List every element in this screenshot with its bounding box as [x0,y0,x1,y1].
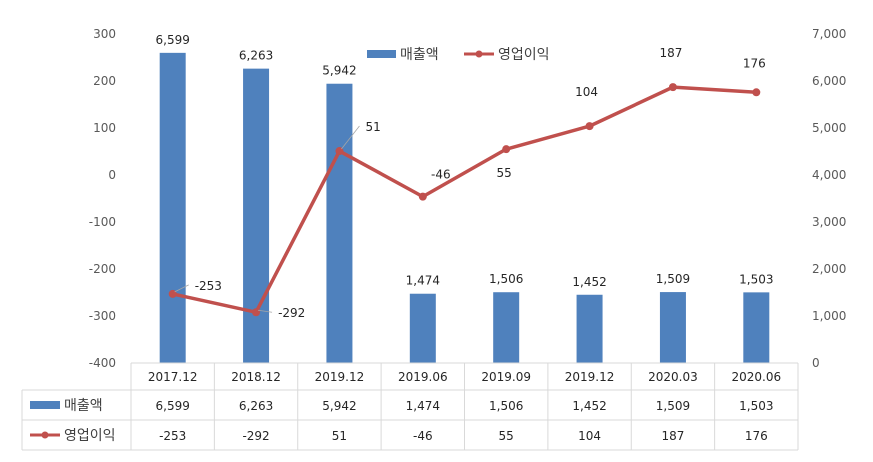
bar-series [159,52,770,364]
line-data-label: 176 [743,56,766,70]
bar [493,292,520,363]
bar-data-label: 6,599 [156,33,190,47]
bar [576,294,603,363]
left-tick-label: 200 [93,74,116,88]
bar-data-label: 1,452 [572,275,606,289]
line-path [172,85,757,314]
right-tick-label: 5,000 [812,121,846,135]
category-label: 2020.03 [648,370,698,384]
table-bar-value: 6,263 [239,399,273,413]
category-label: 2019.09 [481,370,531,384]
table-line-value: -292 [242,429,269,443]
table-bar-value: 5,942 [322,399,356,413]
bar [243,68,270,363]
right-tick-label: 1,000 [812,309,846,323]
right-axis: 7,000 6,000 5,000 4,000 3,000 2,000 1,000 0 [812,27,846,370]
category-label: 2017.12 [148,370,198,384]
legend-swatch-bar [367,50,396,58]
table-row-label-bar: 매출액 [64,398,103,414]
right-tick-label: 7,000 [812,27,846,41]
table-bar-value: 1,452 [572,399,606,413]
line-data-label: 51 [365,120,380,134]
table-line-value: 51 [332,429,347,443]
data-table: 2017.12 2018.12 2019.12 2019.06 2019.09 2019.… [21,362,799,451]
right-tick-label: 2,000 [812,262,846,276]
left-tick-label: -400 [89,356,116,370]
bar [743,292,770,363]
left-tick-label: -100 [89,215,116,229]
bar [409,293,436,363]
bar-data-label: 6,263 [239,49,273,63]
category-label: 2019.06 [398,370,448,384]
right-tick-label: 3,000 [812,215,846,229]
bar [326,83,353,363]
table-line-value: 176 [745,429,768,443]
line-data-label: 187 [659,46,682,60]
bar [159,52,186,364]
right-tick-label: 6,000 [812,74,846,88]
legend: 매출액 영업이익 [367,47,550,63]
table-row-label-line: 영업이익 [64,428,116,444]
line-marker [252,308,261,317]
category-label: 2019.12 [565,370,615,384]
table-line-value: -46 [413,429,433,443]
line-series [168,83,761,317]
legend-swatch-marker [475,50,483,58]
label-leader [174,284,189,293]
line-marker [752,88,761,97]
right-tick-label: 0 [812,356,820,370]
left-tick-label: -200 [89,262,116,276]
left-tick-label: -300 [89,309,116,323]
line-data-labels: -253 -292 51 -46 55 104 187 176 [174,46,766,320]
table-bar-swatch [30,401,60,409]
bar-data-labels: 6,599 6,263 5,942 1,474 1,506 1,452 1,509 1,503 [156,33,774,289]
line-marker [585,122,594,131]
table-line-value: 187 [661,429,684,443]
table-line-value: -253 [159,429,186,443]
legend-label-line: 영업이익 [498,47,550,63]
line-marker [502,145,511,154]
bar-data-label: 1,506 [489,272,523,286]
table-line-swatch-marker [41,431,49,439]
bar-data-label: 1,503 [739,272,773,286]
left-tick-label: 300 [93,27,116,41]
table-bar-value: 1,474 [406,399,440,413]
bar-data-label: 5,942 [322,64,356,78]
category-label: 2020.06 [732,370,782,384]
table-line-value: 55 [499,429,514,443]
table-line-value: 104 [578,429,601,443]
bar [659,292,686,363]
line-data-label: -46 [431,168,451,182]
table-bar-value: 1,509 [656,399,690,413]
bar-data-label: 1,509 [656,272,690,286]
right-tick-label: 4,000 [812,168,846,182]
label-leader [258,309,273,313]
label-leader [341,125,360,150]
table-bar-value: 6,599 [156,399,190,413]
left-tick-label: 100 [93,121,116,135]
line-data-label: 55 [497,166,512,180]
line-data-label: -253 [195,279,222,293]
line-data-label: 104 [575,85,598,99]
table-bar-value: 1,506 [489,399,523,413]
bar-data-label: 1,474 [406,274,440,288]
left-axis: 300 200 100 0 -100 -200 -300 -400 [89,27,116,370]
line-data-label: -292 [278,306,305,320]
line-marker [418,192,427,201]
category-label: 2019.12 [315,370,365,384]
left-tick-label: 0 [108,168,116,182]
legend-label-bar: 매출액 [400,47,439,63]
category-label: 2018.12 [231,370,281,384]
line-marker [668,83,677,92]
table-bar-value: 1,503 [739,399,773,413]
